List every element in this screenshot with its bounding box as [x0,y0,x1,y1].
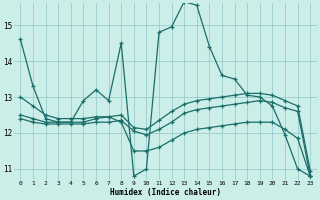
X-axis label: Humidex (Indice chaleur): Humidex (Indice chaleur) [110,188,221,197]
